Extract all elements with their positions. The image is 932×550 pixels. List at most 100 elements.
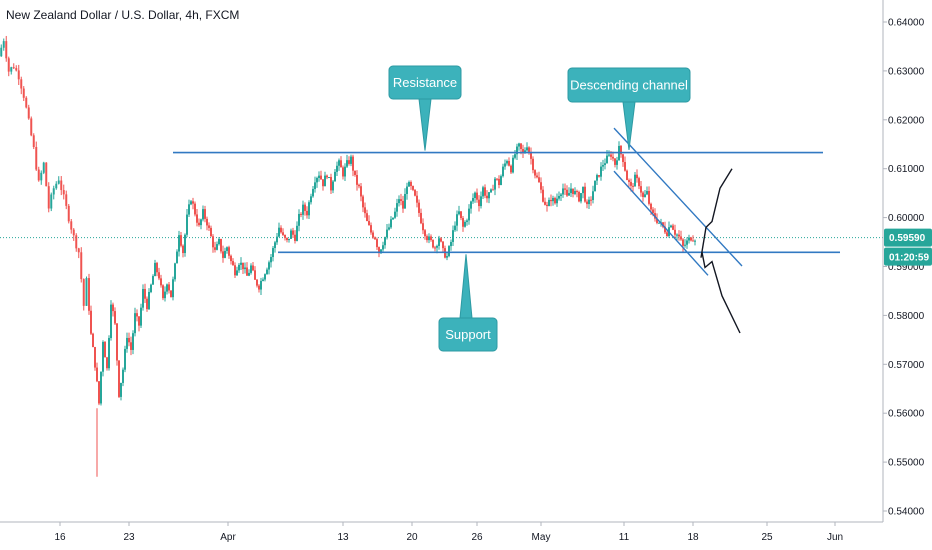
candle-body	[420, 212, 422, 224]
bearish-candle	[96, 362, 98, 383]
bearish-candle	[440, 237, 442, 243]
bullish-candle	[154, 259, 156, 277]
support-callout-box	[438, 317, 498, 352]
candle-body	[674, 229, 676, 235]
candle-body	[402, 200, 404, 209]
bullish-candle	[200, 218, 202, 230]
bullish-candle	[592, 185, 594, 204]
candle-body	[426, 236, 428, 241]
bearish-candle	[168, 282, 170, 294]
bullish-candle	[386, 224, 388, 240]
last-price-value: 0.59590	[889, 233, 926, 244]
projection-down-path	[701, 252, 741, 334]
bullish-candle	[398, 195, 400, 207]
bearish-candle	[636, 169, 638, 183]
candle-body	[300, 213, 302, 215]
chart-title: New Zealand Dollar / U.S. Dollar, 4h, FX…	[6, 8, 240, 22]
support-callout[interactable]: Support	[438, 254, 498, 352]
bullish-candle	[450, 239, 452, 251]
bullish-candle	[406, 182, 408, 200]
countdown-tag: 01:20:59	[884, 247, 932, 266]
candle-body	[284, 234, 286, 238]
bearish-candle	[230, 254, 232, 265]
time-axis[interactable]: 16 23 Apr 13 20 26 May 11 18 25 Jun	[0, 521, 883, 543]
candle-body	[646, 191, 648, 195]
candle-body	[428, 236, 430, 241]
bullish-candle	[594, 180, 596, 192]
bullish-candle	[644, 190, 646, 198]
bullish-candle	[568, 187, 570, 196]
candle-body	[410, 182, 412, 187]
candle-body	[88, 278, 90, 311]
bullish-candle	[452, 225, 454, 247]
bullish-candle	[310, 193, 312, 205]
bullish-candle	[670, 224, 672, 228]
bearish-candle	[642, 191, 644, 202]
bearish-candle	[460, 211, 462, 221]
candle-body	[40, 172, 43, 181]
candle-body	[174, 263, 176, 280]
bearish-candle	[672, 223, 674, 231]
candle-body	[610, 154, 612, 157]
candle-body	[220, 239, 222, 252]
candle-body	[0, 47, 3, 57]
candle-body	[152, 276, 154, 285]
bearish-candle	[420, 208, 422, 225]
bullish-candle	[110, 300, 112, 341]
bearish-candle	[80, 247, 83, 283]
bearish-candle	[422, 218, 424, 235]
bullish-candle	[122, 367, 124, 387]
candle-body	[166, 284, 168, 292]
candle-body	[642, 192, 644, 198]
candle-body	[100, 371, 102, 404]
bearish-candle	[116, 323, 118, 366]
bearish-candle	[372, 230, 374, 239]
candle-body	[212, 236, 214, 248]
time-tick-label: 26	[471, 532, 483, 543]
candle-body	[192, 201, 194, 204]
bearish-candle	[648, 186, 650, 206]
bullish-candle	[2, 38, 5, 51]
candle-body	[190, 201, 192, 205]
bearish-candle	[342, 165, 344, 180]
channel-callout[interactable]: Descending channel	[567, 67, 691, 151]
candle-body	[600, 166, 602, 177]
bearish-candle	[376, 237, 378, 250]
candle-body	[314, 182, 316, 190]
bullish-candle	[404, 188, 406, 209]
candle-body	[60, 180, 63, 191]
bullish-candle	[140, 303, 142, 328]
candle-body	[414, 189, 416, 196]
candle-body	[132, 333, 134, 350]
time-tick-label: 13	[337, 532, 349, 543]
bearish-candle	[478, 195, 480, 212]
candle-body	[260, 280, 262, 290]
candle-body	[280, 227, 282, 233]
bearish-candle	[62, 184, 65, 200]
bearish-candle	[5, 35, 8, 62]
bearish-candle	[180, 232, 182, 248]
candle-body	[672, 225, 674, 230]
candle-body	[222, 251, 224, 258]
bearish-candle	[414, 189, 416, 197]
candle-body	[67, 205, 70, 222]
candle-body	[386, 229, 388, 238]
candle-body	[562, 188, 564, 195]
price-axis[interactable]: 0.64000 0.63000 0.62000 0.61000 0.60000 0.590…	[882, 0, 932, 522]
candle-body	[208, 225, 210, 228]
candle-body	[316, 178, 318, 183]
bullish-candle	[344, 163, 346, 182]
resistance-callout[interactable]: Resistance	[388, 65, 462, 151]
bearish-candle	[82, 278, 85, 311]
bullish-candle	[556, 193, 558, 207]
candle-body	[368, 221, 370, 226]
candle-body	[684, 244, 686, 246]
candle-body	[548, 199, 550, 206]
time-tick-label: Jun	[827, 532, 843, 543]
bearish-candle	[680, 230, 682, 241]
bearish-candle	[572, 188, 574, 198]
candle-body	[310, 196, 312, 203]
bullish-candle	[560, 192, 562, 202]
bullish-candle	[390, 216, 392, 229]
